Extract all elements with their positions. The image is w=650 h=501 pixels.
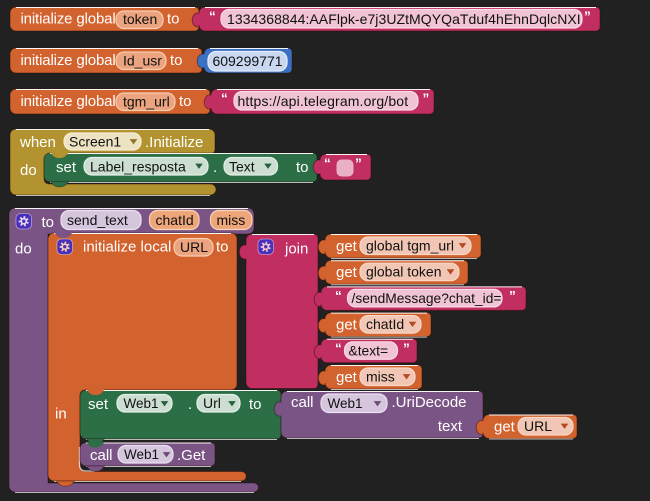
svg-text:call: call <box>90 447 113 464</box>
svg-text:“: “ <box>335 288 342 303</box>
svg-text:initialize global: initialize global <box>21 52 116 69</box>
svg-text:https://api.telegram.org/bot: https://api.telegram.org/bot <box>238 93 409 109</box>
svg-text:“: “ <box>209 9 216 24</box>
svg-text:609299771: 609299771 <box>212 53 282 69</box>
svg-text:Web1: Web1 <box>328 396 363 411</box>
svg-text:.Initialize: .Initialize <box>145 134 203 151</box>
svg-text:”: ” <box>423 91 430 106</box>
svg-text:chatId: chatId <box>366 316 404 332</box>
svg-text:Id_usr: Id_usr <box>123 53 162 69</box>
svg-text:chatId: chatId <box>156 212 194 228</box>
svg-text:token: token <box>123 11 157 27</box>
svg-text:“: “ <box>221 91 228 106</box>
svg-text:”: ” <box>403 341 410 356</box>
svg-text:Text: Text <box>229 159 255 175</box>
svg-text:get: get <box>336 264 358 281</box>
svg-text:.Get: .Get <box>177 447 206 464</box>
svg-text:call: call <box>291 394 314 411</box>
svg-text:set: set <box>88 396 109 413</box>
svg-text:tgm_url: tgm_url <box>123 94 170 110</box>
svg-text:Web1: Web1 <box>124 396 159 411</box>
svg-text:to: to <box>249 396 262 413</box>
svg-text:Url: Url <box>203 395 221 411</box>
svg-text:”: ” <box>355 156 362 171</box>
svg-text:”: ” <box>509 288 516 303</box>
svg-text:to: to <box>167 11 180 28</box>
svg-text:to: to <box>179 93 192 110</box>
svg-text:1334368844:AAFlpk-e7j3UZtMQYQa: 1334368844:AAFlpk-e7j3UZtMQYQaTduf4hEhnD… <box>227 11 581 27</box>
svg-text:/sendMessage?chat_id=: /sendMessage?chat_id= <box>352 291 502 306</box>
svg-text:get: get <box>336 369 358 386</box>
svg-text:to: to <box>296 159 309 176</box>
svg-text:initialize local: initialize local <box>83 239 171 256</box>
svg-text:Web1: Web1 <box>124 447 159 462</box>
svg-text:do: do <box>20 162 37 179</box>
svg-text:global token: global token <box>366 264 442 280</box>
svg-text:set: set <box>56 159 77 176</box>
svg-text:“: “ <box>335 341 342 356</box>
svg-text:when: when <box>19 134 56 151</box>
svg-text:miss: miss <box>366 369 395 385</box>
svg-text:”: ” <box>584 9 591 24</box>
svg-text:text: text <box>438 418 463 435</box>
svg-text:do: do <box>15 241 32 258</box>
svg-text:join: join <box>284 241 308 258</box>
svg-text:to: to <box>42 214 55 231</box>
svg-text:to: to <box>216 239 229 256</box>
svg-text:global tgm_url: global tgm_url <box>366 238 454 254</box>
svg-text:in: in <box>55 406 67 423</box>
svg-text:get: get <box>336 317 358 334</box>
svg-text:miss: miss <box>217 212 246 228</box>
svg-text:Screen1: Screen1 <box>69 134 121 150</box>
svg-text:&text=: &text= <box>349 344 389 359</box>
svg-text:“: “ <box>324 156 331 171</box>
svg-text:to: to <box>170 52 183 69</box>
svg-text:.: . <box>213 159 217 176</box>
svg-text:.UriDecode: .UriDecode <box>392 394 467 411</box>
svg-text:send_text: send_text <box>67 212 128 228</box>
svg-text:Label_resposta: Label_resposta <box>90 159 186 175</box>
svg-text:get: get <box>494 419 516 436</box>
svg-text:.: . <box>188 396 192 413</box>
svg-text:URL: URL <box>524 418 552 434</box>
svg-text:get: get <box>336 238 358 255</box>
svg-text:URL: URL <box>180 239 208 255</box>
svg-text:initialize global: initialize global <box>21 93 116 110</box>
svg-text:initialize global: initialize global <box>21 11 116 28</box>
